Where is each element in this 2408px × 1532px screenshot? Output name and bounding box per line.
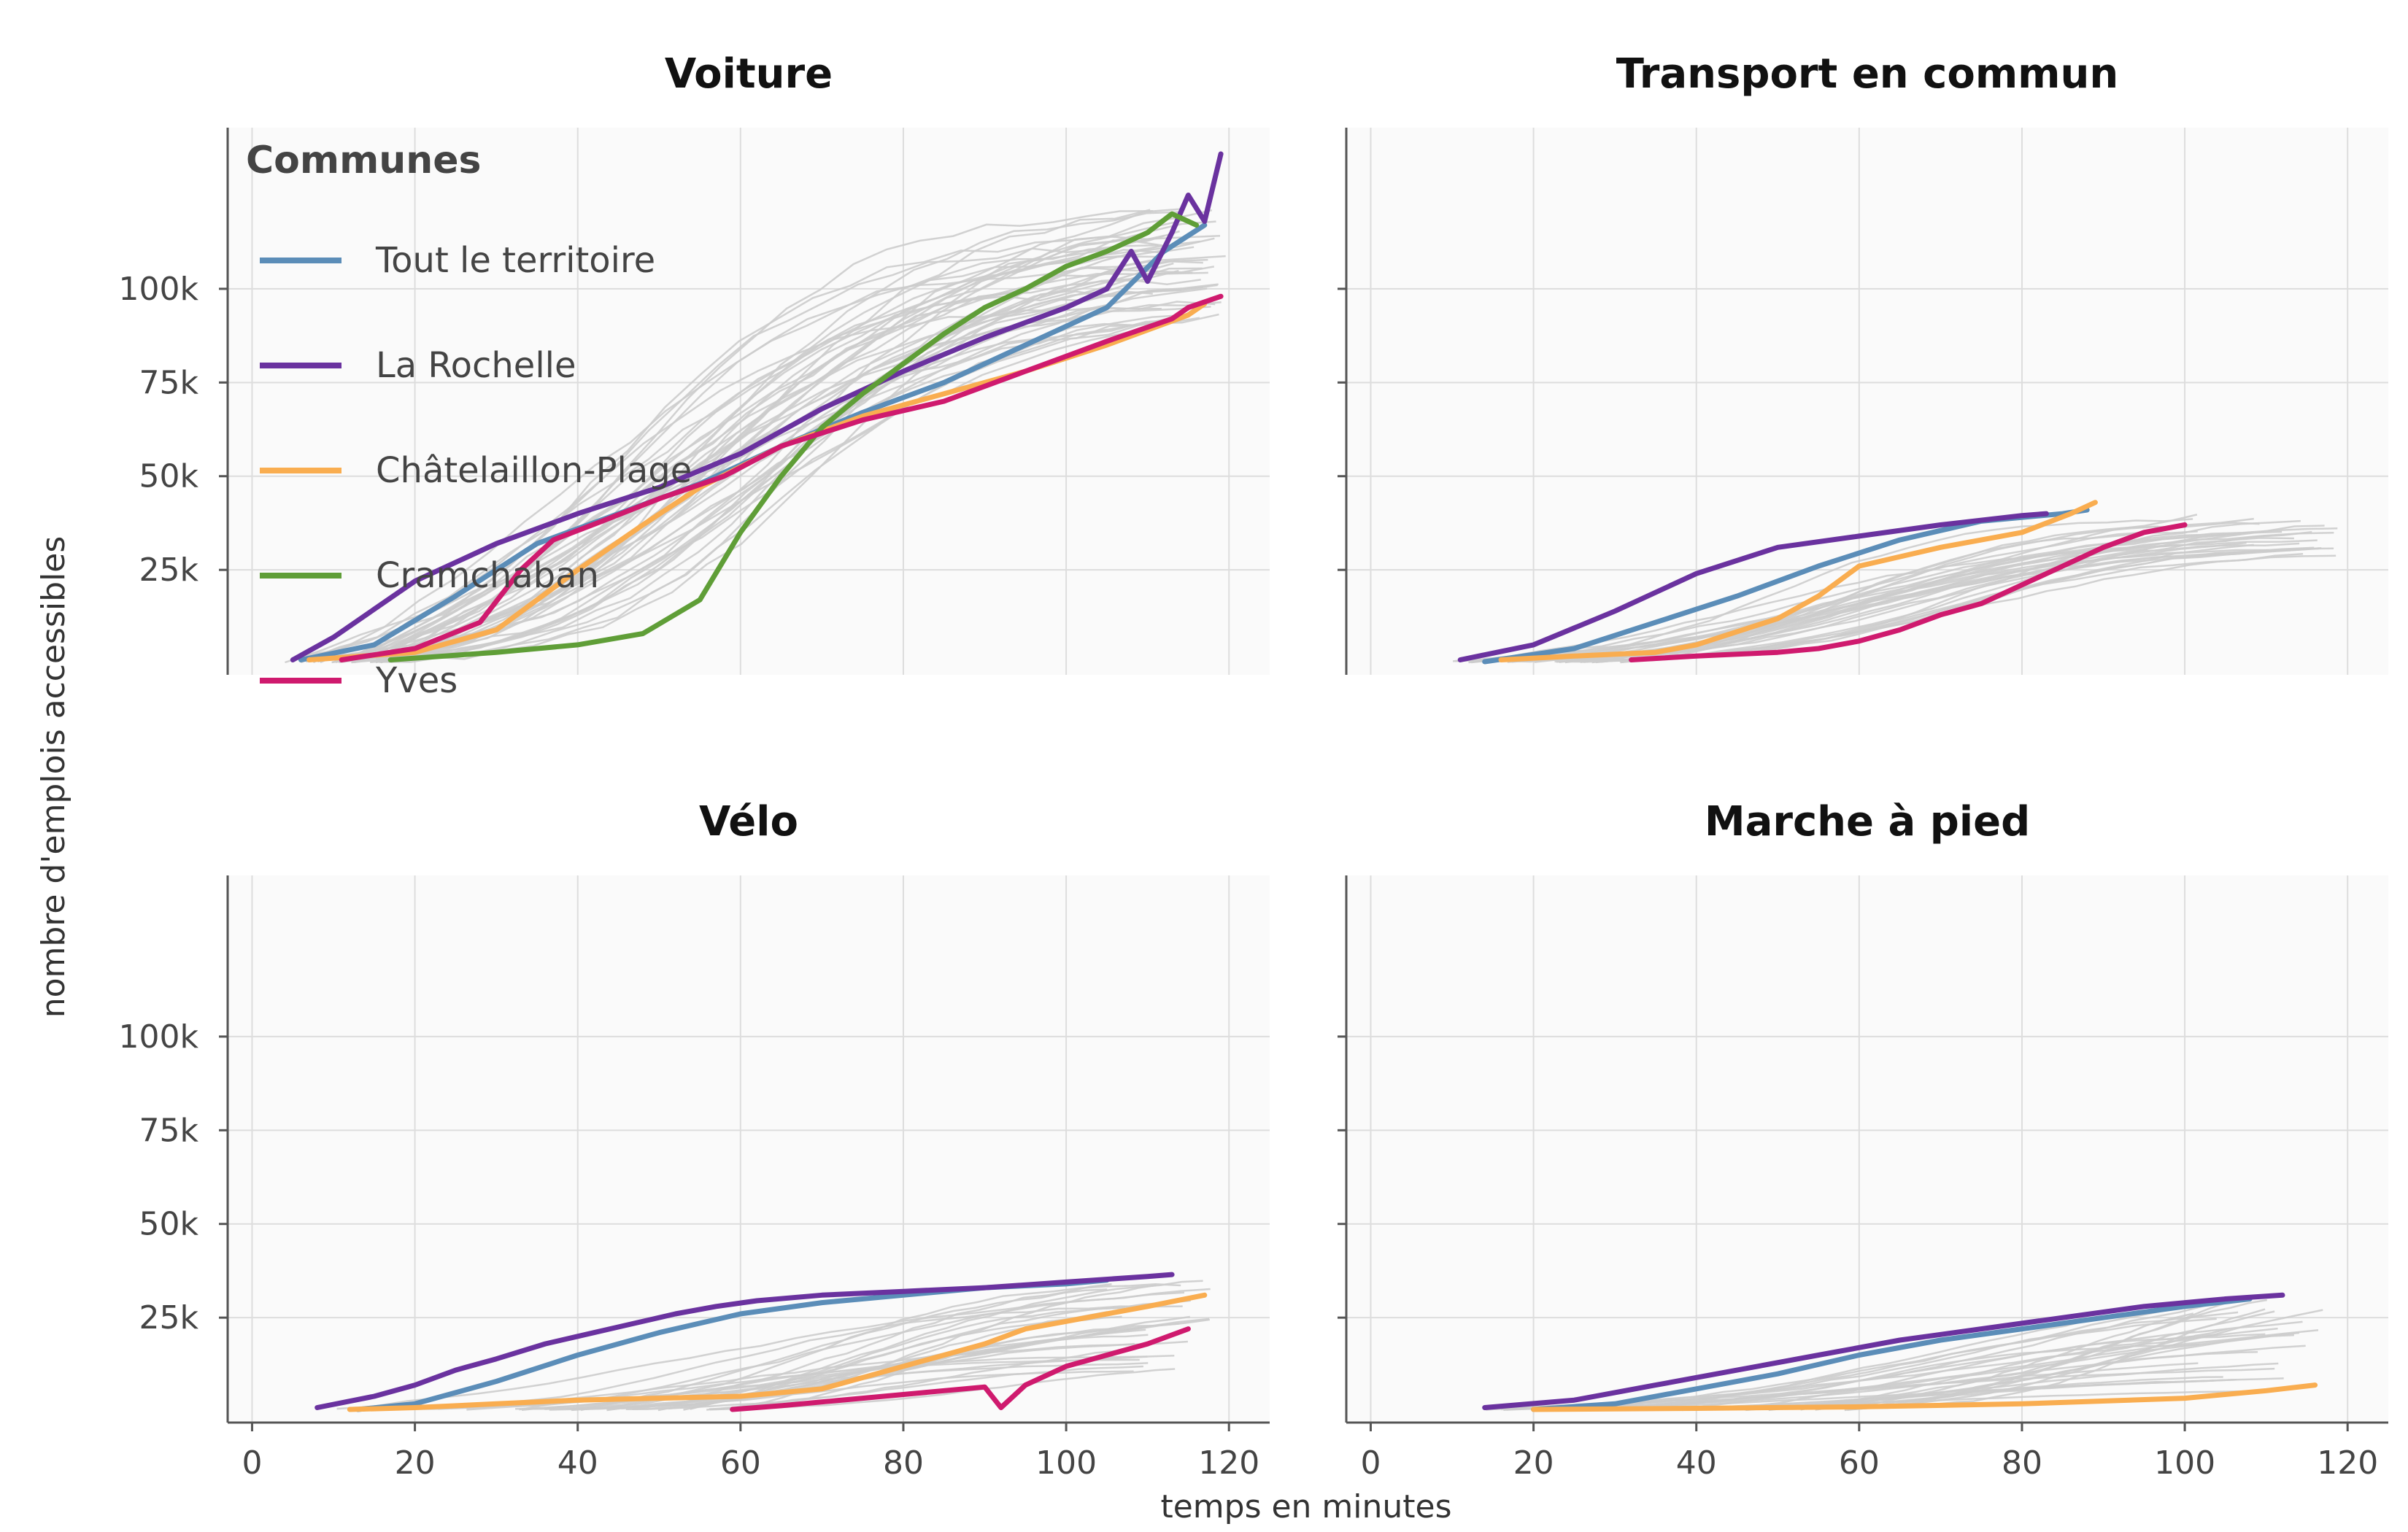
background-curve	[1485, 532, 2334, 662]
legend-label-tout-le-territoire: Tout le territoire	[375, 240, 655, 281]
legend-label-cramchaban: Cramchaban	[376, 555, 599, 596]
panel-voiture: 25k 50k 75k 100k Voiture	[119, 50, 1270, 675]
x-tick-label: 0	[1360, 1444, 1381, 1482]
x-tick-label: 60	[720, 1444, 761, 1482]
background-curve	[1745, 1334, 2294, 1412]
legend-label-chatelaillon-plage: Châtelaillon-Plage	[376, 450, 692, 491]
background-curve	[1768, 1310, 2275, 1412]
x-tick-label: 80	[883, 1444, 924, 1482]
panel-marche-a-pied: 0 20 40 60 80 100 120 Marche à pied	[1338, 798, 2388, 1482]
background-curve	[380, 211, 1181, 664]
background-curve	[291, 240, 1200, 659]
background-curve	[335, 240, 1172, 664]
background-curve	[300, 232, 1151, 659]
panel-title: Marche à pied	[1705, 798, 2030, 846]
x-axis-title: temps en minutes	[1160, 1488, 1451, 1525]
y-tick-label: 75k	[139, 364, 199, 401]
series-line-tout-le-territoire	[1531, 1296, 2253, 1412]
legend-label-yves: Yves	[375, 660, 458, 701]
y-tick-label: 25k	[139, 1299, 199, 1336]
legend-title: Communes	[246, 139, 482, 182]
series-line-yves	[730, 1326, 1191, 1412]
background-curve	[1483, 538, 2162, 663]
y-tick-label: 25k	[139, 552, 199, 589]
background-curve	[341, 260, 1203, 662]
background-curve	[395, 255, 1226, 661]
panel-title: Vélo	[699, 798, 798, 846]
background-curve	[353, 210, 1154, 662]
plot-background	[228, 875, 1270, 1423]
background-curve	[334, 288, 1181, 662]
background-curve	[1559, 1318, 2217, 1410]
x-tick-label: 100	[1035, 1444, 1097, 1482]
x-tick-label: 120	[1198, 1444, 1259, 1482]
panel-transport-en-commun: Transport en commun	[1338, 50, 2388, 675]
x-tick-label: 120	[2317, 1444, 2378, 1482]
background-curve	[331, 235, 1221, 664]
series-line-la-rochelle	[1457, 511, 2049, 662]
x-tick-label: 40	[557, 1444, 598, 1482]
background-curve	[377, 321, 1177, 659]
background-curve	[436, 1305, 1183, 1410]
background-curve	[1510, 518, 2193, 662]
panel-title: Voiture	[665, 50, 833, 98]
background-curve	[1470, 517, 2254, 664]
y-tick-label: 100k	[119, 271, 199, 308]
y-axis-title: nombre d'emplois accessibles	[35, 536, 72, 1018]
plot-background	[1346, 128, 2388, 675]
series-line-la-rochelle	[314, 1272, 1175, 1410]
series-line-chatelaillon-plage	[347, 1292, 1208, 1412]
x-tick-label: 80	[2002, 1444, 2042, 1482]
background-curve	[351, 306, 1211, 664]
series-line-yves	[1629, 522, 2188, 662]
background-curve	[336, 1291, 1185, 1410]
series-line-yves	[339, 293, 1224, 662]
background-curve	[379, 230, 1180, 664]
x-tick-label: 0	[242, 1444, 262, 1482]
background-curve	[571, 1307, 1125, 1412]
series-line-chatelaillon-plage	[1498, 500, 2098, 662]
panel-title: Transport en commun	[1616, 50, 2119, 98]
x-tick-label: 20	[395, 1444, 436, 1482]
series-line-cramchaban	[387, 211, 1200, 662]
background-curve	[1506, 1345, 2306, 1411]
background-curve	[1599, 546, 2322, 662]
panel-velo: 25k 50k 75k 100k 0 20 40 60 80 100 120 Vélo	[119, 798, 1270, 1482]
y-tick-label: 50k	[139, 458, 199, 495]
x-tick-label: 40	[1676, 1444, 1717, 1482]
legend-label-la-rochelle: La Rochelle	[376, 345, 576, 386]
series-line-la-rochelle	[290, 151, 1224, 662]
background-curve	[1671, 1343, 2200, 1411]
series-line-chatelaillon-plage	[1531, 1382, 2318, 1412]
x-tick-label: 20	[1513, 1444, 1554, 1482]
legend: Communes Tout le territoire La Rochelle Ch…	[246, 139, 692, 701]
series-line-la-rochelle	[1482, 1292, 2285, 1410]
y-tick-label: 75k	[139, 1112, 199, 1149]
background-curve	[390, 320, 1175, 661]
y-tick-label: 50k	[139, 1206, 199, 1243]
x-tick-label: 60	[1839, 1444, 1880, 1482]
y-tick-label: 100k	[119, 1018, 199, 1056]
background-curve	[1622, 531, 2312, 662]
panels: 25k 50k 75k 100k Voiture Transport en commun 2…	[119, 50, 2388, 1482]
x-tick-label: 100	[2154, 1444, 2215, 1482]
